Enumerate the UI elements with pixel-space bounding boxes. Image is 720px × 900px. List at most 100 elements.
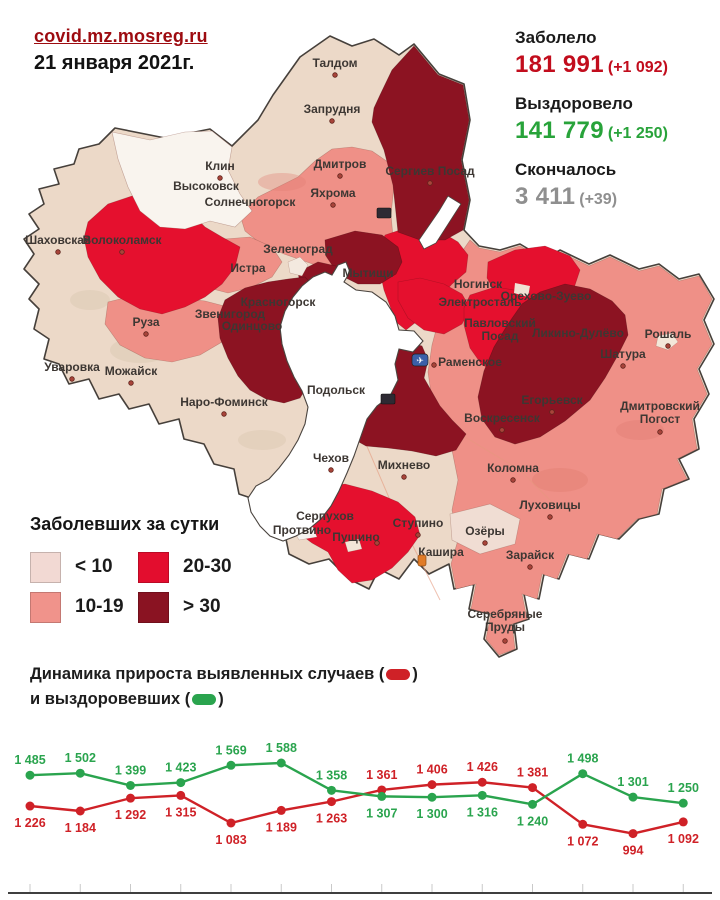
stat-label: Заболело — [515, 28, 597, 47]
data-point — [477, 790, 487, 800]
data-point — [528, 783, 537, 793]
stat-value: 141 779 — [515, 117, 604, 144]
stats-panel: Заболело 181 991 (+1 092) Выздоровело 141… — [515, 28, 715, 226]
chart-title-text: ) — [412, 665, 418, 683]
data-point — [176, 790, 186, 800]
stat-delta: (+39) — [579, 191, 618, 208]
town-dot — [665, 343, 671, 349]
district-label: Кашира — [418, 545, 464, 559]
map-region-likino-dulyovo — [477, 283, 629, 445]
stat-value: 3 411 — [515, 183, 576, 210]
map-texture — [258, 173, 306, 191]
road-badge-icon — [380, 393, 396, 405]
data-point-label: 1 316 — [467, 805, 498, 819]
data-point-label: 1 358 — [316, 768, 347, 782]
district-label: Подольск — [307, 383, 366, 397]
district-label: Руза — [133, 315, 160, 329]
map-region-lotoshino — [111, 130, 253, 230]
district-label: Рошаль — [645, 327, 692, 341]
town-dot — [119, 249, 125, 255]
data-point-label: 1 361 — [366, 768, 397, 782]
town-dot — [374, 540, 380, 546]
district-label: Звенигород — [195, 307, 266, 321]
district-label: Серпухов — [296, 509, 354, 523]
data-point-label: 1 226 — [14, 816, 45, 830]
town-dot — [527, 564, 533, 570]
town-dot — [55, 249, 61, 255]
data-point — [25, 770, 35, 780]
legend-item: < 10 — [30, 547, 138, 587]
data-point-label: 1 184 — [65, 821, 96, 835]
district-label: Егорьевск — [521, 393, 583, 407]
data-point-label: 1 423 — [165, 761, 196, 775]
town-dot — [415, 532, 421, 538]
district-label: Запрудня — [304, 102, 361, 116]
stat-infected: Заболело 181 991 (+1 092) — [515, 28, 715, 79]
road-badge-orange-icon — [417, 554, 427, 567]
data-point — [628, 829, 638, 839]
district-label: Одинцово — [222, 319, 283, 333]
district-label: Дмитров — [314, 157, 367, 171]
site-url-link[interactable]: covid.mz.mosreg.ru — [34, 26, 208, 46]
map-region-small-cream — [514, 283, 530, 297]
data-point — [75, 806, 85, 816]
town-dot — [328, 467, 334, 473]
legend-title: Заболевших за сутки — [30, 514, 220, 534]
town-dot — [332, 72, 338, 78]
legend-label: 20-30 — [183, 556, 232, 577]
data-point-label: 1 485 — [14, 753, 45, 767]
town-dot — [482, 540, 488, 546]
stat-delta: (+1 092) — [607, 59, 668, 76]
data-point — [176, 778, 186, 788]
legend-swatch — [30, 551, 61, 583]
district-label: Наро-Фоминск — [180, 395, 269, 409]
map-legend: Заболевших за сутки < 10 20-30 10-19 > 3… — [30, 514, 268, 627]
town-dot — [337, 173, 343, 179]
town-dot — [330, 202, 336, 208]
district-label: Орехово-Зуево — [501, 289, 592, 303]
data-point-label: 1 083 — [215, 833, 246, 847]
data-point — [226, 760, 236, 770]
data-point — [427, 780, 437, 790]
data-point-label: 1 498 — [567, 752, 598, 766]
district-label: Луховицы — [519, 498, 580, 512]
region-map: Талдом Запрудня Клин Высоковск Солнечногорск… — [23, 35, 715, 658]
data-point — [678, 817, 688, 827]
town-dot — [431, 362, 437, 368]
town-dot — [547, 514, 553, 520]
district-label: Михнево — [378, 458, 431, 472]
data-point — [126, 793, 135, 803]
town-dot — [221, 411, 227, 417]
legend-label: < 10 — [75, 556, 113, 577]
legend-label: > 30 — [183, 596, 221, 617]
town-dot — [499, 427, 505, 433]
town-dot — [502, 638, 508, 644]
moscow-city-blank — [247, 261, 424, 542]
district-label: Уваровка — [44, 360, 100, 374]
data-point — [327, 785, 336, 795]
district-label: Клин — [205, 159, 235, 173]
town-dot — [510, 477, 516, 483]
data-point-label: 1 240 — [517, 814, 548, 828]
stat-value: 181 991 — [515, 51, 604, 78]
data-point-label: 1 399 — [115, 763, 146, 777]
district-label: Волоколамск — [82, 233, 162, 247]
data-point-label: 1 189 — [266, 820, 297, 834]
district-label: Шатура — [600, 347, 646, 361]
stat-label: Выздоровело — [515, 94, 633, 113]
district-label: Зеленоград — [263, 242, 333, 256]
data-point — [75, 768, 85, 778]
data-point-label: 1 263 — [316, 812, 347, 826]
district-label: Красногорск — [241, 295, 317, 309]
district-label: Раменское — [438, 355, 502, 369]
data-point-label: 1 300 — [416, 807, 447, 821]
town-dot — [69, 376, 75, 382]
data-point-label: 1 315 — [165, 805, 196, 819]
header: covid.mz.mosreg.ru 21 января 2021г. — [34, 26, 208, 75]
data-point — [276, 758, 286, 768]
district-label: Чехов — [313, 451, 349, 465]
district-label: Ногинск — [454, 277, 503, 291]
dynamics-chart: 1 226 1 485 1 184 1 502 1 292 1 399 1 315 1 423… — [8, 741, 712, 894]
data-point-label: 1 072 — [567, 834, 598, 848]
district-label: Яхрома — [310, 186, 356, 200]
